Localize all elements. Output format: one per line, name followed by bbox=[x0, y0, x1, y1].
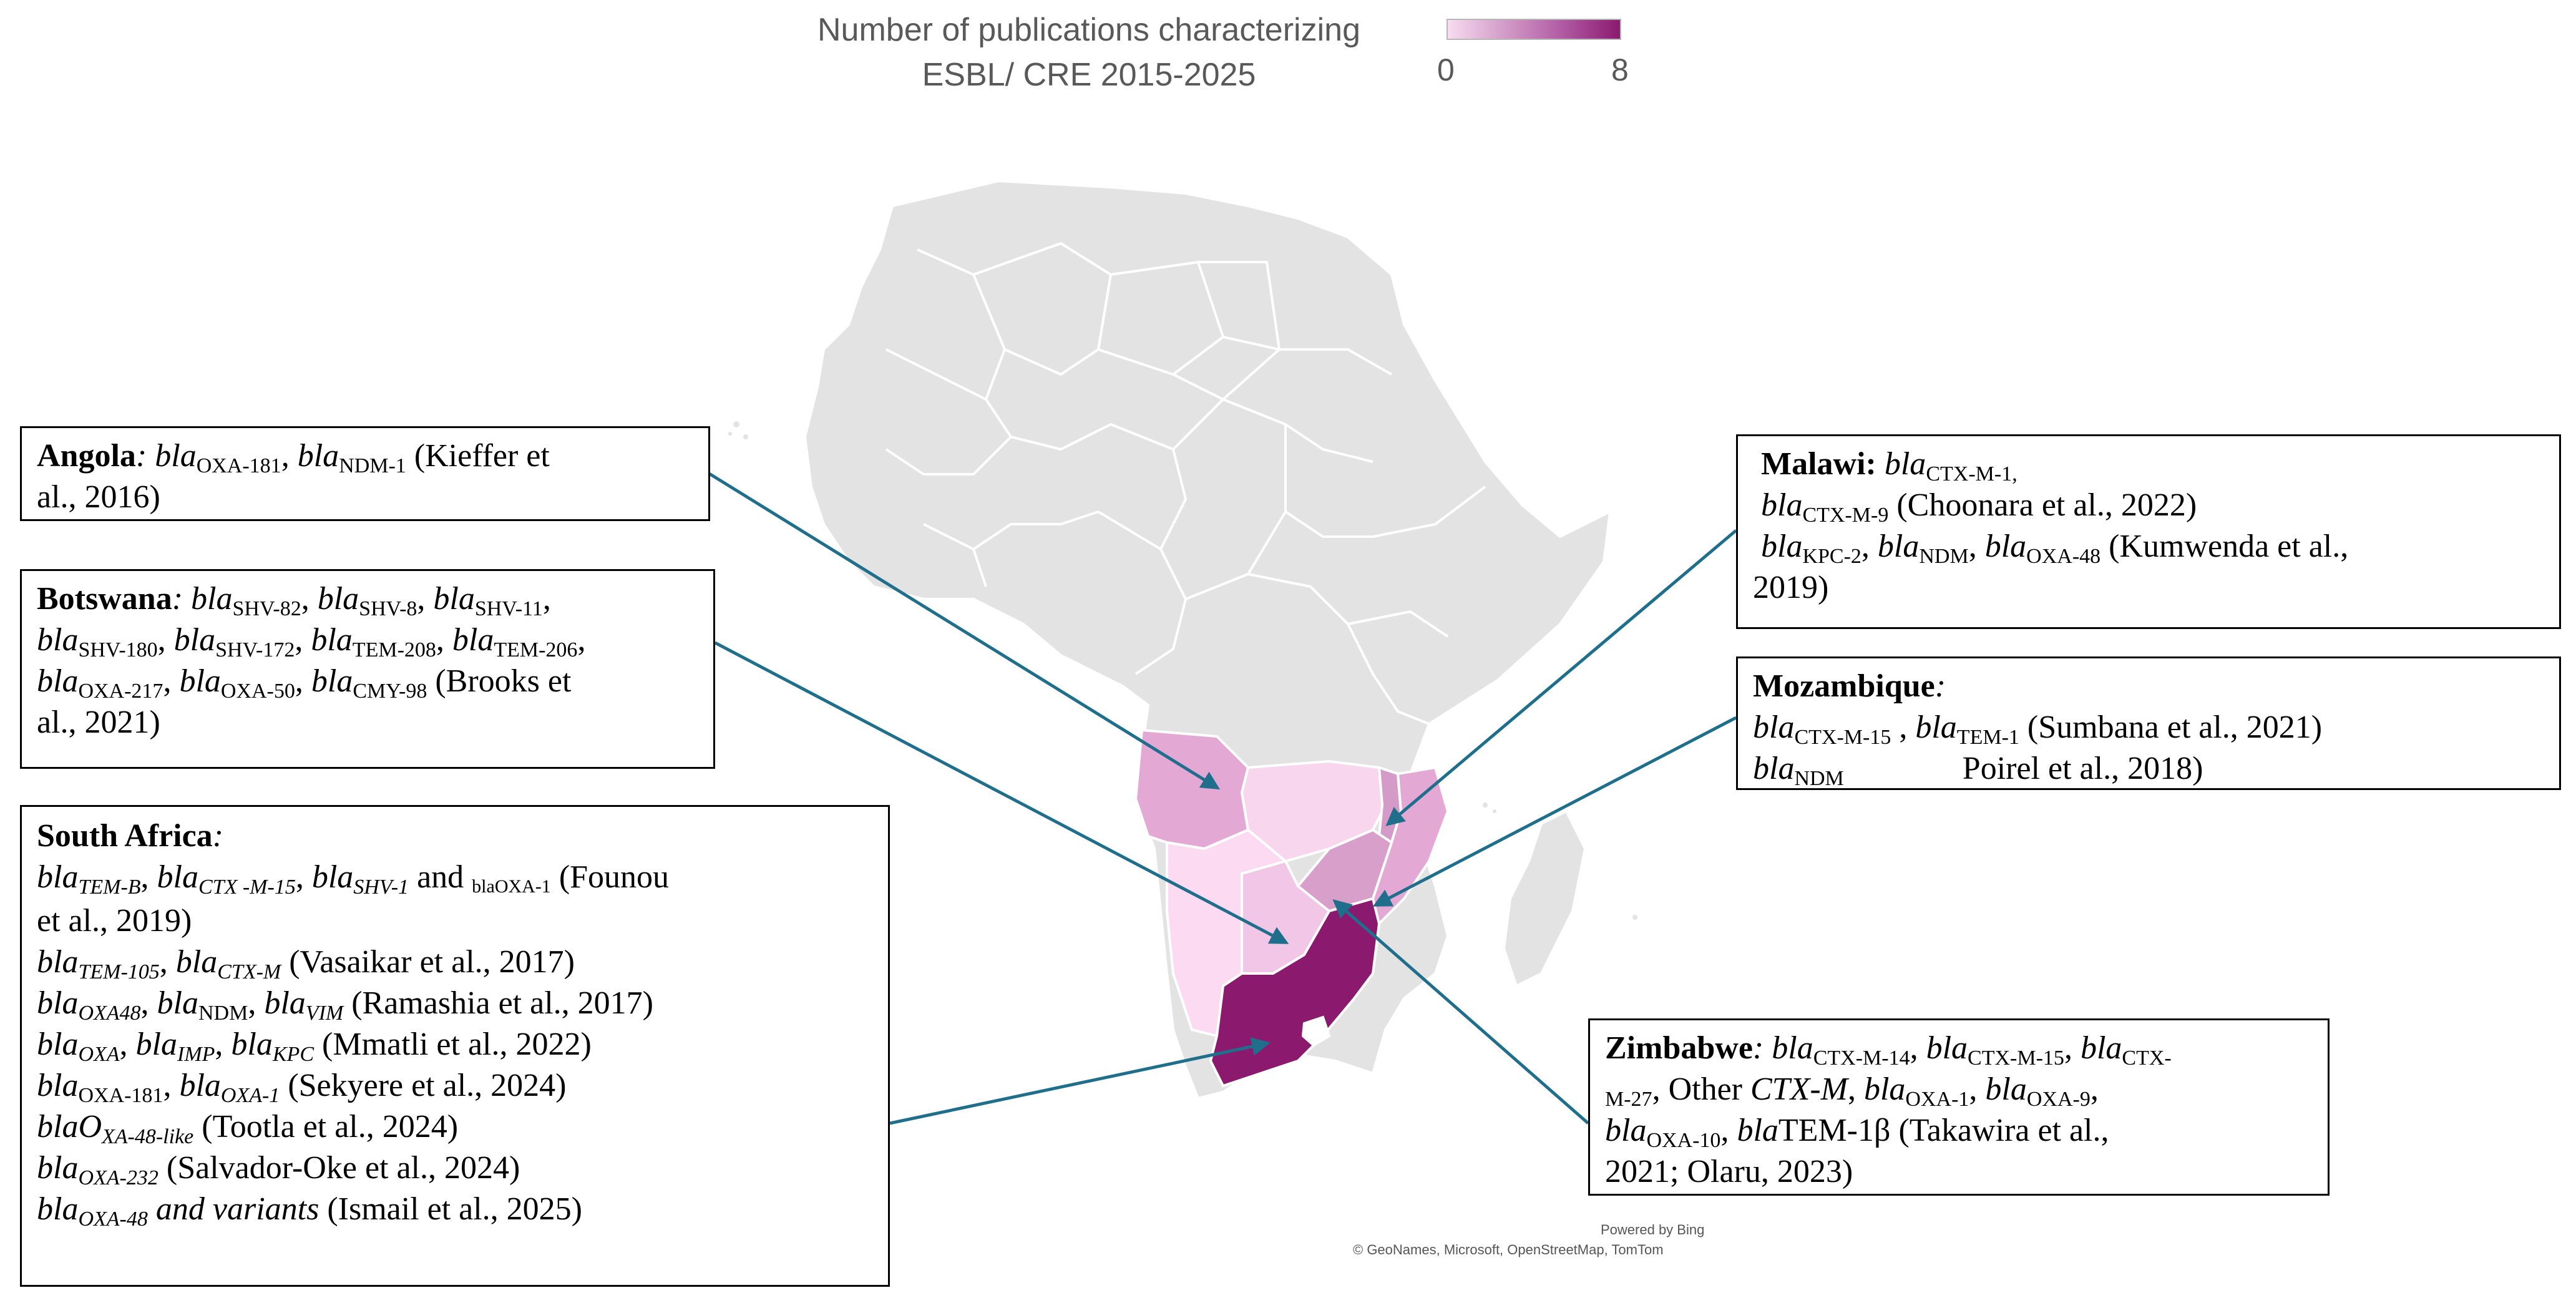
country-name-angola: Angola bbox=[37, 438, 136, 474]
sa-line1: blaTEM-B, blaCTX -M-15, blaSHV-1 and bla… bbox=[37, 859, 670, 899]
mozambique-line1: Mozambique: bbox=[1753, 668, 1946, 704]
arrow-malawi bbox=[1385, 529, 1737, 826]
leader-arrows bbox=[707, 471, 1737, 1125]
lesotho-enclave bbox=[1301, 1015, 1331, 1047]
madagascar bbox=[1502, 809, 1587, 988]
zimbabwe-line1: Zimbabwe: blaCTX-M-14, blaCTX-M-15, blaC… bbox=[1605, 1030, 2172, 1070]
botswana-line4: al., 2021) bbox=[37, 705, 160, 740]
annotation-malawi: Malawi: blaCTX-M-1, blaCTX-M-9 (Choonara… bbox=[1736, 434, 2561, 629]
annotation-mozambique: Mozambique: blaCTX-M-15 , blaTEM-1 (Sumb… bbox=[1736, 656, 2561, 790]
shaded-countries bbox=[1134, 728, 1450, 1088]
sa-line5: blaOXA, blaIMP, blaKPC (Mmatli et al., 2… bbox=[37, 1027, 592, 1066]
country-borders bbox=[885, 242, 1486, 725]
country-name-botswana: Botswana bbox=[37, 581, 172, 617]
annotation-south-africa: South Africa: blaTEM-B, blaCTX -M-15, bl… bbox=[20, 805, 890, 1287]
map-credit-sources: © GeoNames, Microsoft, OpenStreetMap, To… bbox=[1353, 1242, 1664, 1257]
annotation-zimbabwe: Zimbabwe: blaCTX-M-14, blaCTX-M-15, blaC… bbox=[1588, 1018, 2330, 1196]
sa-line9: blaOXA-48 and variants (Ismail et al., 2… bbox=[37, 1191, 582, 1231]
botswana-line3: blaOXA-217, blaOXA-50, blaCMY-98 (Brooks… bbox=[37, 663, 572, 703]
sa-line2: et al., 2019) bbox=[37, 903, 192, 939]
angola-line2: al., 2016) bbox=[37, 479, 160, 515]
islands bbox=[728, 421, 1637, 920]
arrow-botswana bbox=[714, 641, 1289, 944]
arrow-zimbabwe bbox=[1332, 899, 1589, 1125]
country-name-malawi: Malawi bbox=[1761, 446, 1866, 482]
annotation-botswana: Botswana: blaSHV-82, blaSHV-8, blaSHV-11… bbox=[20, 569, 715, 769]
mozambique-line3: blaNDM Poirel et al., 2018) bbox=[1753, 751, 2203, 790]
angola-ref: (Kieffer et bbox=[414, 438, 550, 474]
mozambique-line2: blaCTX-M-15 , blaTEM-1 (Sumbana et al., … bbox=[1753, 710, 2323, 749]
zimbabwe-line4: 2021; Olaru, 2023) bbox=[1605, 1154, 1853, 1189]
sa-line6: blaOXA-181, blaOXA-1 (Sekyere et al., 20… bbox=[37, 1068, 567, 1107]
sa-line8: blaOXA-232 (Salvador-Oke et al., 2024) bbox=[37, 1150, 520, 1189]
arrow-angola bbox=[707, 471, 1221, 790]
sa-line7: blaOXA-48-like (Tootla et al., 2024) bbox=[37, 1109, 459, 1148]
botswana-line2: blaSHV-180, blaSHV-172, blaTEM-208, blaT… bbox=[37, 622, 586, 661]
malawi-line4: 2019) bbox=[1753, 570, 1829, 605]
map-credit-powered: Powered by Bing bbox=[1601, 1222, 1705, 1237]
zimbabwe-line2: M-27, Other CTX-M, blaOXA-1, blaOXA-9, bbox=[1605, 1071, 2099, 1111]
legend-color-scale bbox=[1447, 19, 1621, 40]
sa-line4: blaOXA48, blaNDM, blaVIM (Ramashia et al… bbox=[37, 985, 653, 1025]
legend-title: Number of publications characterizing ES… bbox=[743, 7, 1435, 97]
legend-max-label: 8 bbox=[1611, 52, 1629, 87]
angola-line1: Angola: blaOXA-181, blaNDM-1 (Kieffer et bbox=[37, 438, 550, 477]
country-name-mozambique: Mozambique bbox=[1753, 668, 1935, 704]
country-name-zimbabwe: Zimbabwe bbox=[1605, 1030, 1753, 1066]
malawi-line3: blaKPC-2, blaNDM, blaOXA-48 (Kumwenda et… bbox=[1761, 529, 2349, 568]
zimbabwe-line3: blaOXA-10, blaTEM-1β (Takawira et al., bbox=[1605, 1113, 2109, 1152]
annotation-angola: Angola: blaOXA-181, blaNDM-1 (Kieffer et… bbox=[20, 426, 710, 521]
arrow-mozambique bbox=[1372, 716, 1737, 907]
arrow-southafrica bbox=[889, 1037, 1271, 1125]
malawi-line2: blaCTX-M-9 (Choonara et al., 2022) bbox=[1761, 487, 2197, 527]
legend-title-line1: Number of publications characterizing bbox=[817, 12, 1360, 48]
malawi-line1: Malawi: blaCTX-M-1, bbox=[1761, 446, 2017, 486]
legend-min-label: 0 bbox=[1437, 52, 1455, 87]
legend-title-line2: ESBL/ CRE 2015-2025 bbox=[922, 57, 1256, 93]
sa-title: South Africa: bbox=[37, 818, 224, 854]
country-name-south-africa: South Africa bbox=[37, 818, 213, 854]
botswana-line1: Botswana: blaSHV-82, blaSHV-8, blaSHV-11… bbox=[37, 581, 551, 620]
sa-line3: blaTEM-105, blaCTX-M (Vasaikar et al., 2… bbox=[37, 944, 575, 983]
